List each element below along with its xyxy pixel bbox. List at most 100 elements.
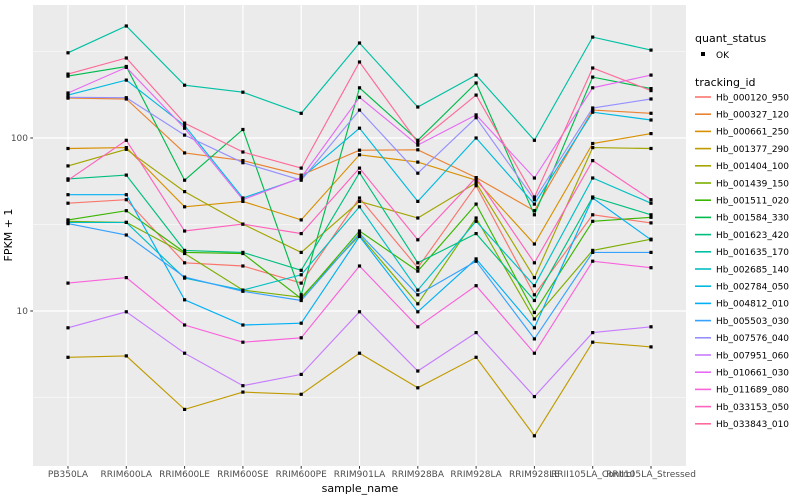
data-point — [299, 392, 303, 396]
data-point — [66, 72, 70, 76]
data-point — [591, 108, 595, 112]
data-point — [357, 171, 362, 175]
data-point — [532, 195, 536, 199]
data-point — [532, 284, 536, 288]
legend-title-quant-status: quant_status — [695, 32, 767, 45]
x-tick-label: RRIM928BA — [392, 470, 445, 480]
data-point — [241, 198, 245, 202]
legend-label-tracking-id: Hb_000661_250 — [716, 128, 789, 138]
data-point — [474, 257, 478, 261]
data-point — [532, 276, 536, 280]
y-axis-title: FPKM + 1 — [2, 209, 15, 262]
data-point — [591, 35, 595, 39]
data-point — [591, 86, 595, 90]
data-point — [649, 89, 653, 93]
data-point — [416, 325, 420, 329]
data-point — [183, 248, 187, 252]
data-point — [591, 106, 595, 110]
data-point — [532, 337, 536, 341]
data-point — [416, 238, 420, 242]
legend-tracking-id-items: Hb_000120_950 Hb_000327_120 Hb_000661_250 H… — [695, 93, 789, 430]
y-tick-label: 100 — [11, 134, 28, 144]
data-point — [649, 48, 653, 52]
axes: 100 10 PB350LA RRIM600LA RRIM600LE RRIM600SE R… — [11, 134, 696, 480]
data-point — [649, 146, 653, 151]
legend: quant_status OK tracking_id Hb_000120_95… — [695, 32, 789, 430]
legend-label-tracking-id: Hb_004812_010 — [716, 300, 789, 310]
data-point — [299, 321, 303, 325]
data-point — [183, 121, 187, 125]
data-point — [532, 310, 536, 315]
data-point — [649, 250, 653, 254]
data-point — [299, 293, 303, 297]
data-point — [124, 65, 128, 69]
data-point — [183, 124, 187, 128]
data-point — [183, 83, 187, 87]
legend-label-tracking-id: Hb_007951_060 — [716, 351, 789, 361]
data-point — [591, 196, 595, 200]
data-point — [532, 261, 536, 265]
data-point — [183, 298, 187, 302]
data-point — [591, 340, 595, 344]
data-point — [241, 289, 245, 293]
legend-label-tracking-id: Hb_000120_950 — [716, 93, 789, 103]
data-point — [416, 148, 420, 152]
data-point — [66, 93, 70, 97]
data-point — [124, 24, 128, 28]
data-point — [416, 293, 420, 297]
data-point — [299, 173, 303, 177]
data-point — [66, 193, 70, 197]
data-point — [183, 190, 187, 194]
data-point — [299, 176, 303, 180]
data-point — [532, 317, 536, 321]
data-point — [124, 209, 128, 213]
data-point — [124, 56, 128, 60]
data-point — [241, 323, 245, 327]
data-point — [357, 148, 362, 152]
data-point — [183, 261, 187, 265]
data-point — [66, 95, 70, 99]
data-point — [416, 216, 420, 220]
data-point — [66, 201, 70, 205]
data-point — [357, 264, 362, 268]
data-point — [357, 196, 362, 200]
data-point — [124, 233, 128, 237]
data-point — [241, 150, 245, 154]
data-point — [591, 141, 595, 146]
data-point — [591, 331, 595, 335]
data-point — [299, 232, 303, 236]
ok-marker-icon — [701, 52, 705, 56]
data-point — [299, 297, 303, 301]
x-tick-label: PB350LA — [48, 470, 89, 480]
data-point — [241, 250, 245, 254]
data-point — [299, 281, 303, 285]
data-point — [532, 242, 536, 246]
legend-label-tracking-id: Hb_001635_170 — [716, 248, 789, 258]
data-point — [66, 146, 70, 151]
data-point — [649, 345, 653, 349]
legend-label-tracking-id: Hb_001404_100 — [716, 162, 789, 172]
data-point — [66, 326, 70, 330]
data-point — [416, 369, 420, 373]
data-point — [416, 160, 420, 164]
data-point — [241, 384, 245, 388]
data-point — [649, 238, 653, 242]
data-point — [474, 93, 478, 97]
data-point — [474, 184, 478, 188]
y-tick-label: 10 — [17, 307, 29, 317]
legend-quant-status-items: OK — [701, 51, 730, 61]
data-point — [124, 147, 128, 151]
data-point — [183, 126, 187, 130]
data-point — [357, 199, 362, 203]
data-point — [591, 248, 595, 252]
data-point — [124, 138, 128, 142]
data-point — [474, 113, 478, 117]
data-point — [532, 293, 536, 297]
data-point — [474, 331, 478, 335]
data-point — [241, 264, 245, 268]
x-tick-label: RRIM600SE — [217, 470, 269, 480]
data-point — [532, 138, 536, 142]
data-point — [649, 73, 653, 77]
data-point — [649, 118, 653, 122]
legend-label-ok: OK — [716, 51, 730, 61]
